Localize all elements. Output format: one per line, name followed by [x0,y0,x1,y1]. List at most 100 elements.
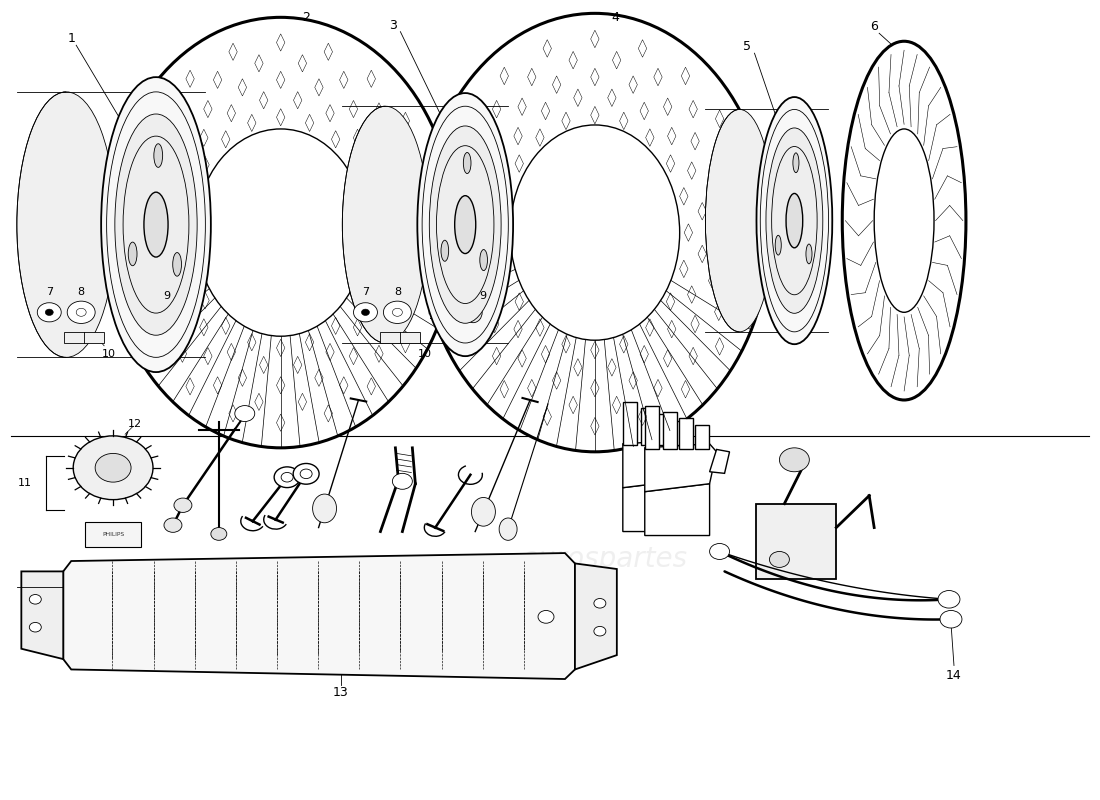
Text: 6: 6 [870,21,878,34]
Ellipse shape [96,454,131,482]
Ellipse shape [282,473,293,482]
Polygon shape [645,406,659,450]
Ellipse shape [429,126,502,323]
Text: 9: 9 [480,291,486,302]
Polygon shape [673,421,686,446]
Polygon shape [694,425,708,450]
Ellipse shape [274,467,300,487]
Ellipse shape [173,253,182,276]
Polygon shape [645,444,716,492]
Ellipse shape [793,153,799,173]
Text: 12: 12 [128,419,142,429]
Text: 9: 9 [164,291,170,302]
Ellipse shape [16,92,116,358]
Ellipse shape [106,18,455,448]
Text: eurospartes: eurospartes [521,546,688,574]
Ellipse shape [454,196,475,254]
Text: eurospartes: eurospartes [521,202,688,230]
Ellipse shape [211,527,227,540]
Polygon shape [662,412,676,450]
Ellipse shape [174,498,191,513]
Ellipse shape [384,301,411,323]
Ellipse shape [510,125,680,340]
Ellipse shape [417,93,513,356]
Text: 10: 10 [102,349,117,358]
Ellipse shape [538,610,554,623]
Ellipse shape [294,463,319,484]
Polygon shape [657,414,671,446]
Text: 4: 4 [610,11,619,24]
Ellipse shape [786,194,803,248]
Ellipse shape [806,244,812,264]
Polygon shape [575,563,617,670]
Polygon shape [85,522,141,547]
Polygon shape [710,450,729,474]
Ellipse shape [463,153,471,174]
Polygon shape [623,440,694,488]
Ellipse shape [196,129,365,336]
Ellipse shape [938,590,960,608]
Ellipse shape [769,551,790,567]
Ellipse shape [129,242,138,266]
Polygon shape [623,480,688,531]
Ellipse shape [464,302,482,322]
Text: 10: 10 [418,349,432,358]
Text: 1: 1 [67,32,75,46]
Ellipse shape [940,610,962,628]
Ellipse shape [30,622,42,632]
Ellipse shape [776,235,781,255]
Ellipse shape [312,494,337,522]
Text: 11: 11 [19,478,32,488]
Ellipse shape [30,594,42,604]
Text: 7: 7 [362,287,369,298]
Text: 8: 8 [78,287,85,298]
Ellipse shape [74,436,153,500]
Ellipse shape [234,406,255,422]
Ellipse shape [766,128,823,314]
Ellipse shape [37,302,62,322]
Polygon shape [63,553,575,679]
Ellipse shape [843,42,966,400]
Ellipse shape [154,144,163,167]
Ellipse shape [705,110,773,332]
Ellipse shape [67,301,96,323]
Polygon shape [757,504,836,579]
Ellipse shape [148,302,166,322]
Polygon shape [688,446,707,470]
Ellipse shape [757,97,833,344]
Ellipse shape [393,474,412,490]
Text: 2: 2 [301,11,309,24]
Ellipse shape [114,114,197,335]
Text: 3: 3 [389,19,397,32]
Ellipse shape [76,308,86,316]
Polygon shape [381,332,420,342]
Ellipse shape [45,309,53,315]
Text: 14: 14 [946,669,961,682]
Ellipse shape [101,77,211,372]
Ellipse shape [393,308,403,316]
Text: 7: 7 [46,287,53,298]
Ellipse shape [780,448,810,472]
Ellipse shape [164,518,182,532]
Polygon shape [21,571,63,659]
Polygon shape [623,402,637,446]
Ellipse shape [441,240,449,262]
Polygon shape [679,418,693,450]
Ellipse shape [420,14,769,452]
Ellipse shape [342,106,429,343]
Polygon shape [645,484,710,535]
Ellipse shape [710,543,729,559]
Ellipse shape [480,250,487,270]
Ellipse shape [874,129,934,312]
Ellipse shape [362,309,370,315]
Ellipse shape [594,626,606,636]
Ellipse shape [353,302,377,322]
Ellipse shape [594,598,606,608]
Ellipse shape [499,518,517,540]
Ellipse shape [300,469,312,478]
Text: 8: 8 [394,287,400,298]
Ellipse shape [472,498,495,526]
Text: 5: 5 [744,40,751,54]
Polygon shape [641,408,654,446]
Text: PHILIPS: PHILIPS [102,532,124,538]
